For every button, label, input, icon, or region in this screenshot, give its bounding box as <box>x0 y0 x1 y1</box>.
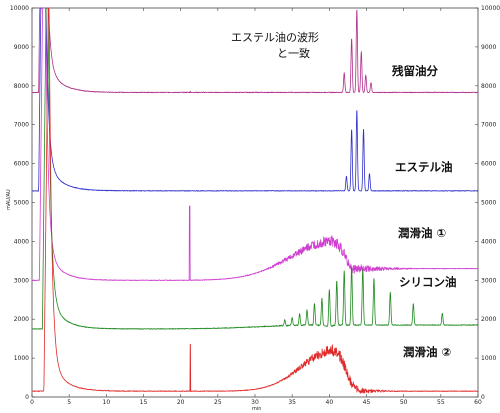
right-y-tick-label: 5000 <box>481 200 496 207</box>
x-tick-label: 10 <box>103 399 111 406</box>
right-y-tick-label: 7000 <box>481 122 496 129</box>
y-tick-label: 7000 <box>14 122 29 129</box>
series-line-5 <box>31 7 479 394</box>
series-line-4 <box>31 7 479 330</box>
right-y-tick-label: 0 <box>481 394 485 401</box>
y-tick-label: 1000 <box>14 355 29 362</box>
y-tick-label: 8000 <box>14 83 29 90</box>
series-line-3 <box>31 7 479 282</box>
series-line-1 <box>31 7 479 94</box>
x-tick-label: 35 <box>288 399 296 406</box>
y-tick-label: 9000 <box>14 44 29 51</box>
y-tick-label: 4000 <box>14 238 29 245</box>
y-tick-label: 2000 <box>14 316 29 323</box>
right-y-tick-label: 8000 <box>481 83 496 90</box>
series-label-lubricant-2: 潤滑油 ② <box>403 345 451 359</box>
x-tick-label: 20 <box>177 399 185 406</box>
right-y-tick-label: 3000 <box>481 277 496 284</box>
series-layer <box>31 7 479 394</box>
y-tick-label: 0 <box>25 394 29 401</box>
annotation-line-2: と一致 <box>277 46 310 60</box>
right-y-tick-label: 1000 <box>481 355 496 362</box>
right-y-tick-label: 2000 <box>481 316 496 323</box>
series-line-2 <box>31 7 479 192</box>
x-tick-label: 30 <box>251 399 259 406</box>
right-y-tick-label: 4000 <box>481 238 496 245</box>
x-tick-label: 40 <box>326 399 334 406</box>
x-tick-label: 55 <box>437 399 445 406</box>
y-tick-label: 3000 <box>14 277 29 284</box>
x-tick-label: 60 <box>474 399 482 406</box>
x-tick-label: 0 <box>30 399 34 406</box>
series-label-silicone-oil: シリコン油 <box>399 275 457 289</box>
x-tick-label: 50 <box>400 399 408 406</box>
x-tick-label: 5 <box>67 399 71 406</box>
right-y-tick-label: 9000 <box>481 44 496 51</box>
series-label-ester-oil: エステル油 <box>395 160 453 174</box>
x-tick-label: 15 <box>140 399 148 406</box>
annotation-line-1: エステル油の波形 <box>231 30 319 44</box>
series-label-residual-oil: 残留油分 <box>392 64 438 78</box>
y-axis-label: mAU/AU <box>6 189 12 210</box>
right-y-tick-label: 6000 <box>481 161 496 168</box>
axis-ticks: 0 5 10 15 20 25 30 35 40 45 50 55 600100020003000400… <box>10 5 500 406</box>
x-tick-label: 25 <box>214 399 222 406</box>
y-tick-label: 5000 <box>14 200 29 207</box>
plot-frame <box>31 7 479 398</box>
x-axis-label: min <box>252 406 261 412</box>
y-tick-label: 6000 <box>14 161 29 168</box>
right-y-tick-label: 10000 <box>481 5 500 12</box>
series-label-lubricant-1: 潤滑油 ① <box>398 226 446 240</box>
y-tick-label: 10000 <box>10 5 29 12</box>
x-tick-label: 45 <box>363 399 371 406</box>
